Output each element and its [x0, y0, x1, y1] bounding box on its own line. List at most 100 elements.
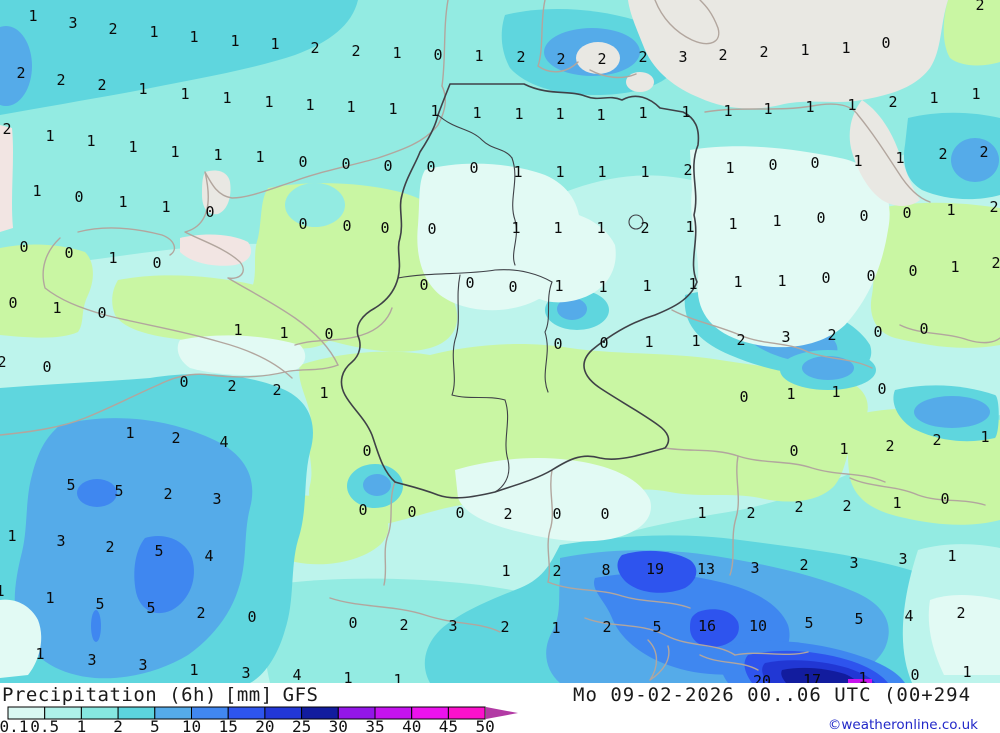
- precip-value: 2: [827, 326, 836, 344]
- copyright-link[interactable]: ©weatheronline.co.uk: [828, 717, 978, 733]
- precip-value: 2: [991, 254, 1000, 272]
- precip-value: 0: [152, 254, 161, 272]
- precip-value: 2: [196, 604, 205, 622]
- precip-value: 1: [728, 215, 737, 233]
- precip-value: 3: [87, 651, 96, 669]
- precip-value: 1: [233, 321, 242, 339]
- precip-value: 1: [501, 562, 510, 580]
- legend-scale-value: 0.1: [0, 717, 28, 733]
- precip-value: 0: [348, 614, 357, 632]
- precip-fill-layer: [0, 0, 1000, 683]
- precip-value: 0: [810, 154, 819, 172]
- precip-value: 1: [725, 159, 734, 177]
- precip-value: 0: [455, 504, 464, 522]
- precip-value: 3: [849, 554, 858, 572]
- precip-value: 2: [108, 20, 117, 38]
- precip-value: 1: [170, 143, 179, 161]
- value-labels: 1 3 2 1 1 1 1 2 2 1 0 1 2 2 2 2 3 2 2 1 1 022 2 2 1 1 1 1 1 1 1 1 1 1 1 1 1 1…: [0, 0, 1000, 690]
- precip-value: 0: [877, 380, 886, 398]
- precip-value: 19: [646, 560, 664, 578]
- legend-scale-value: 2: [113, 717, 123, 733]
- chart-title: Precipitation (6h): [2, 684, 217, 706]
- precip-value: 1: [555, 163, 564, 181]
- precip-value: 1: [688, 275, 697, 293]
- precip-value: 2: [0, 353, 7, 371]
- precip-value: 1: [685, 218, 694, 236]
- precip-value: 2: [351, 42, 360, 60]
- precip-value: 1: [839, 440, 848, 458]
- precip-value: 1: [847, 96, 856, 114]
- german-state-borders: [397, 114, 644, 493]
- precip-value: 1: [346, 98, 355, 116]
- precip-value: 0: [42, 358, 51, 376]
- precip-value: 2: [736, 331, 745, 349]
- precip-value: 0: [205, 203, 214, 221]
- precip-value: 1: [161, 198, 170, 216]
- legend-scale-value: 30: [329, 717, 348, 733]
- precip-value: 0: [324, 325, 333, 343]
- precip-value: 5: [114, 482, 123, 500]
- precip-value: 5: [652, 618, 661, 636]
- precip-value: 1: [786, 385, 795, 403]
- precip-value: 1: [895, 149, 904, 167]
- precip-value: 1: [28, 7, 37, 25]
- legend-scale-value: 40: [402, 717, 421, 733]
- precip-value: 2: [938, 145, 947, 163]
- precip-value: 0: [910, 666, 919, 684]
- precip-value: 5: [154, 542, 163, 560]
- precip-value: 2: [105, 538, 114, 556]
- precip-value: 2: [683, 161, 692, 179]
- precip-value: 0: [908, 262, 917, 280]
- precip-value: 3: [750, 559, 759, 577]
- precip-value: 0: [341, 155, 350, 173]
- precip-value: 3: [898, 550, 907, 568]
- precip-value: 1: [831, 383, 840, 401]
- precip-value: 0: [508, 278, 517, 296]
- precip-value: 0: [179, 373, 188, 391]
- precip-value: 0: [426, 158, 435, 176]
- precip-value: 1: [892, 494, 901, 512]
- precip-value: 2: [163, 485, 172, 503]
- precip-value: 1: [841, 39, 850, 57]
- precip-value: 1: [554, 277, 563, 295]
- precip-value: 0: [739, 388, 748, 406]
- precip-value: 1: [513, 163, 522, 181]
- precip-value: 0: [342, 217, 351, 235]
- precip-value: 1: [551, 619, 560, 637]
- precip-value: 2: [718, 46, 727, 64]
- precip-value: 1: [777, 272, 786, 290]
- legend-scale-value: 5: [150, 717, 160, 733]
- precip-value: 2: [552, 562, 561, 580]
- precip-value: 1: [393, 671, 402, 689]
- precip-value: 1: [596, 106, 605, 124]
- precip-value: 1: [733, 273, 742, 291]
- precip-value: 2: [16, 64, 25, 82]
- precip-value: 0: [821, 269, 830, 287]
- precip-value: 2: [794, 498, 803, 516]
- precip-value: 1: [691, 332, 700, 350]
- precip-value: 0: [859, 207, 868, 225]
- precip-value: 0: [919, 320, 928, 338]
- precip-value: 0: [8, 294, 17, 312]
- precip-value: 2: [310, 39, 319, 57]
- precip-value: 0: [298, 215, 307, 233]
- units-label: [mm]: [225, 684, 273, 706]
- precip-value: 0: [866, 267, 875, 285]
- precip-value: 3: [56, 532, 65, 550]
- precip-value: 1: [180, 85, 189, 103]
- precip-value: 5: [146, 599, 155, 617]
- precip-value: 0: [940, 490, 949, 508]
- precip-value: 10: [749, 617, 767, 635]
- precip-value: 1: [138, 80, 147, 98]
- precip-value: 8: [601, 561, 610, 579]
- legend-scale-value: 15: [219, 717, 238, 733]
- precip-value: 4: [904, 607, 913, 625]
- precip-value: 2: [56, 71, 65, 89]
- precip-value: 1: [32, 182, 41, 200]
- precip-value: 2: [171, 429, 180, 447]
- precip-value: 1: [222, 89, 231, 107]
- legend-scale-value: 35: [365, 717, 384, 733]
- precip-value: 1: [638, 104, 647, 122]
- precip-value: 1: [35, 645, 44, 663]
- legend-color-swatch: [447, 706, 486, 720]
